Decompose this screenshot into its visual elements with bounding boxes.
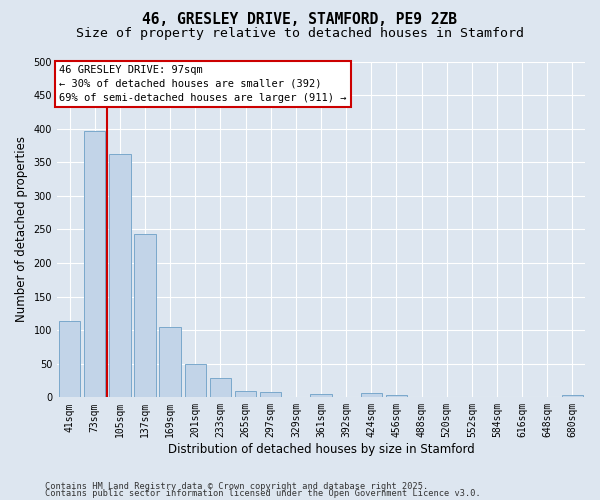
Text: Size of property relative to detached houses in Stamford: Size of property relative to detached ho…	[76, 28, 524, 40]
Bar	[386, 396, 407, 398]
Bar	[59, 322, 80, 398]
Bar	[562, 396, 583, 398]
Bar	[361, 392, 382, 398]
Text: 46, GRESLEY DRIVE, STAMFORD, PE9 2ZB: 46, GRESLEY DRIVE, STAMFORD, PE9 2ZB	[143, 12, 458, 26]
Text: 46 GRESLEY DRIVE: 97sqm
← 30% of detached houses are smaller (392)
69% of semi-d: 46 GRESLEY DRIVE: 97sqm ← 30% of detache…	[59, 65, 347, 103]
Bar	[310, 394, 332, 398]
X-axis label: Distribution of detached houses by size in Stamford: Distribution of detached houses by size …	[167, 443, 475, 456]
Bar	[84, 132, 106, 398]
Bar	[210, 378, 231, 398]
Y-axis label: Number of detached properties: Number of detached properties	[15, 136, 28, 322]
Text: Contains public sector information licensed under the Open Government Licence v3: Contains public sector information licen…	[45, 490, 481, 498]
Text: Contains HM Land Registry data © Crown copyright and database right 2025.: Contains HM Land Registry data © Crown c…	[45, 482, 428, 491]
Bar	[185, 364, 206, 398]
Bar	[109, 154, 131, 398]
Bar	[235, 392, 256, 398]
Bar	[160, 327, 181, 398]
Bar	[260, 392, 281, 398]
Bar	[134, 234, 156, 398]
